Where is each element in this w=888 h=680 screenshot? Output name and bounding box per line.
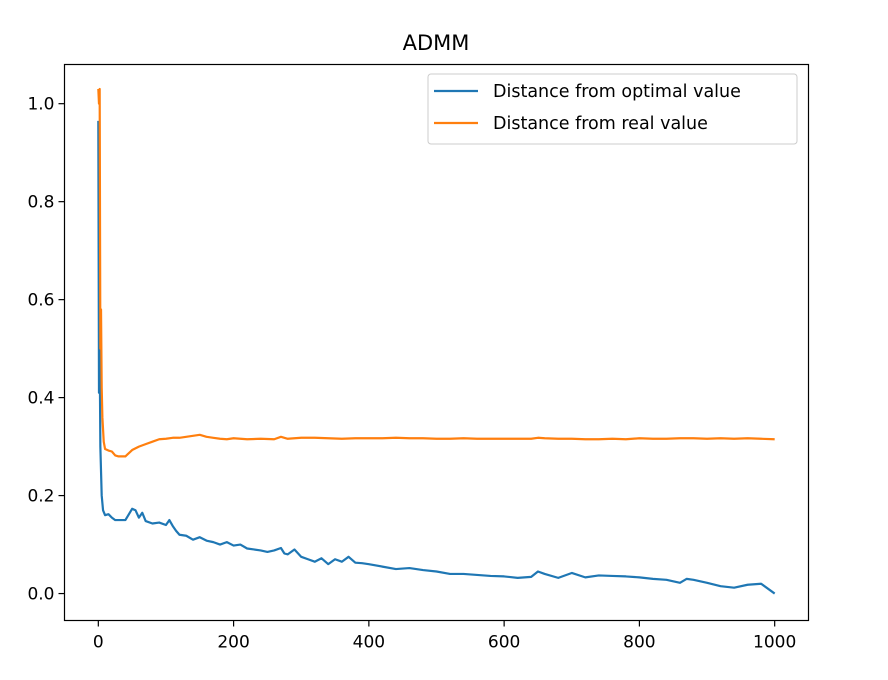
- legend-label-1: Distance from optimal value: [493, 82, 741, 102]
- plot-frame: [63, 63, 810, 622]
- x-tick-label: 1000: [753, 633, 796, 653]
- y-tick-label: 0.0: [27, 585, 54, 605]
- x-tick-label: 600: [488, 633, 520, 653]
- series-line-2: [97, 87, 775, 458]
- legend-box: [427, 73, 798, 145]
- series-line-1: [97, 120, 776, 595]
- y-tick-label: 0.2: [27, 487, 54, 507]
- x-tick-label: 0: [93, 633, 104, 653]
- x-axis: 0 200 400 600 800 1000: [93, 620, 796, 653]
- x-tick-label: 800: [623, 633, 655, 653]
- y-tick-label: 0.6: [27, 291, 54, 311]
- legend-label-2: Distance from real value: [493, 114, 708, 134]
- x-tick-label: 200: [217, 633, 249, 653]
- chart-title: ADMM: [403, 31, 470, 55]
- y-tick-label: 0.4: [27, 389, 54, 409]
- x-tick-label: 400: [353, 633, 385, 653]
- legend: Distance from optimal value Distance from…: [427, 73, 798, 145]
- y-axis: 0.0 0.2 0.4 0.6 0.8 1.0: [27, 95, 65, 605]
- y-tick-label: 0.8: [27, 193, 54, 213]
- y-tick-label: 1.0: [27, 95, 54, 115]
